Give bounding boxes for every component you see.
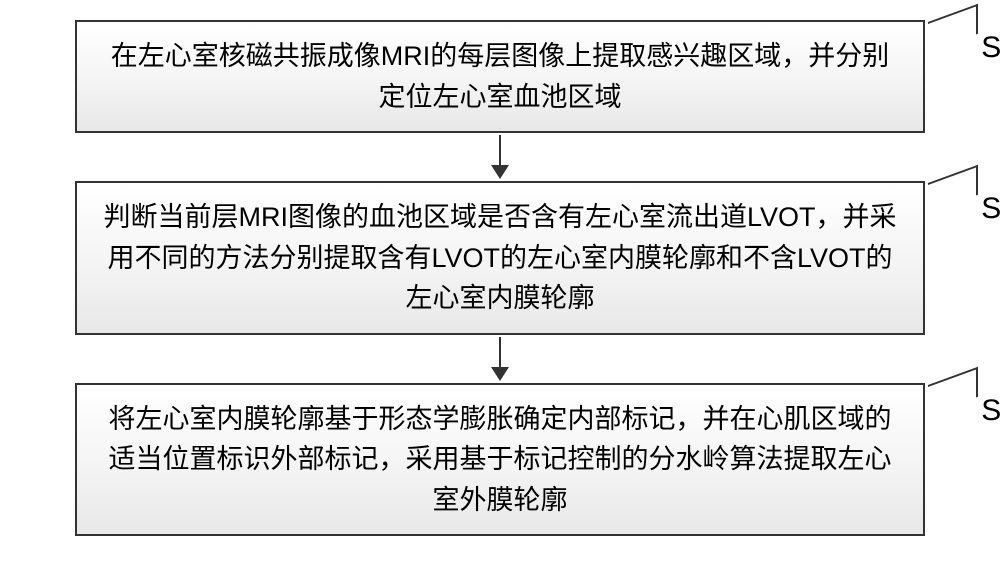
arrow-s1-s2 xyxy=(491,133,509,181)
node-text: 在左心室核磁共振成像MRI的每层图像上提取感兴趣区域，并分别定位左心室血池区域 xyxy=(111,41,890,112)
label-connector xyxy=(928,165,978,213)
label-connector xyxy=(928,366,978,414)
flowchart-node-s2: 判断当前层MRI图像的血池区域是否含有左心室流出道LVOT，并采用不同的方法分别… xyxy=(75,181,925,335)
arrow-s2-s3 xyxy=(491,335,509,383)
arrow-line xyxy=(499,135,501,165)
node-label: S1 xyxy=(981,25,1000,70)
node-text: 将左心室内膜轮廓基于形态学膨胀确定内部标记，并在心肌区域的适当位置标识外部标记，… xyxy=(109,404,892,515)
flowchart-node-s1: 在左心室核磁共振成像MRI的每层图像上提取感兴趣区域，并分别定位左心室血池区域 … xyxy=(75,20,925,133)
node-text: 判断当前层MRI图像的血池区域是否含有左心室流出道LVOT，并采用不同的方法分别… xyxy=(103,202,896,313)
flowchart-container: 在左心室核磁共振成像MRI的每层图像上提取感兴趣区域，并分别定位左心室血池区域 … xyxy=(30,20,970,536)
node-label: S3 xyxy=(981,388,1000,433)
arrow-head-icon xyxy=(491,367,509,381)
label-connector xyxy=(928,4,978,52)
arrow-head-icon xyxy=(491,165,509,179)
node-label: S2 xyxy=(981,186,1000,231)
arrow-line xyxy=(499,337,501,367)
flowchart-node-s3: 将左心室内膜轮廓基于形态学膨胀确定内部标记，并在心肌区域的适当位置标识外部标记，… xyxy=(75,383,925,537)
